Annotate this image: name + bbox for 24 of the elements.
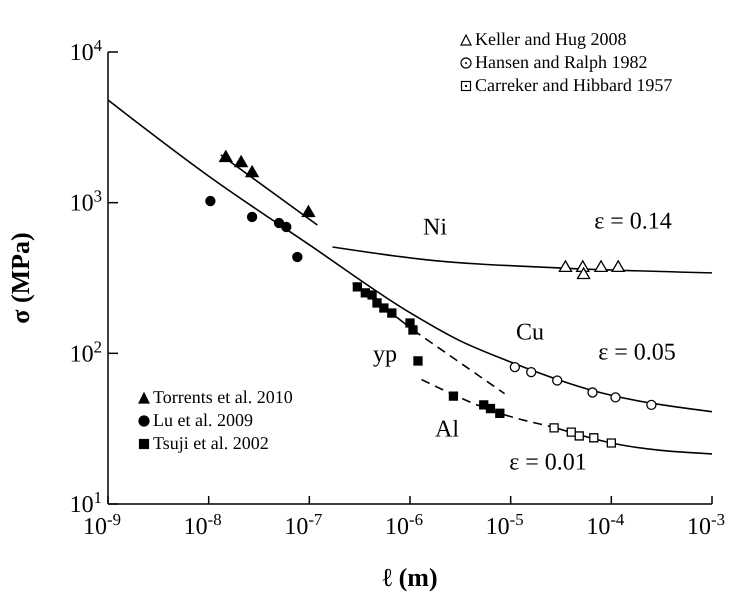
x-tick-label: 10$^{-5}$ — [486, 510, 524, 540]
x-tick-label: 10$^{-4}$ — [586, 510, 625, 540]
x-tick-label: 10$^{-7}$ — [284, 510, 322, 540]
legend-label: Carreker and Hibbard 1957 — [475, 74, 672, 97]
annotation: yp — [373, 342, 397, 368]
legend-label: Hansen and Ralph 1982 — [475, 51, 648, 74]
y-tick-label: 10$^{3}$ — [70, 186, 102, 217]
annotation: ε = 0.14 — [594, 208, 672, 236]
y-tick-label: 10$^{2}$ — [70, 336, 102, 368]
legend-label: Lu et al. 2009 — [153, 409, 253, 432]
x-tick-label: 10$^{-8}$ — [184, 510, 222, 540]
legend-label: Torrents et al. 2010 — [153, 386, 293, 409]
legend-label: Keller and Hug 2008 — [475, 28, 626, 51]
x-axis-title: ℓ (m) — [382, 563, 438, 592]
annotation: Ni — [423, 214, 447, 242]
annotation: Al — [435, 416, 459, 444]
y-axis-title: σ (MPa) — [6, 232, 36, 324]
legend-label: Tsuji et al. 2002 — [153, 432, 269, 455]
annotation: ε = 0.01 — [509, 450, 587, 476]
y-tick-label: 10$^{4}$ — [70, 36, 103, 66]
annotation: Cu — [516, 320, 544, 346]
annotation: ε = 0.05 — [598, 340, 676, 366]
x-tick-label: 10$^{-3}$ — [687, 510, 725, 540]
x-tick-label: 10$^{-6}$ — [385, 510, 423, 540]
